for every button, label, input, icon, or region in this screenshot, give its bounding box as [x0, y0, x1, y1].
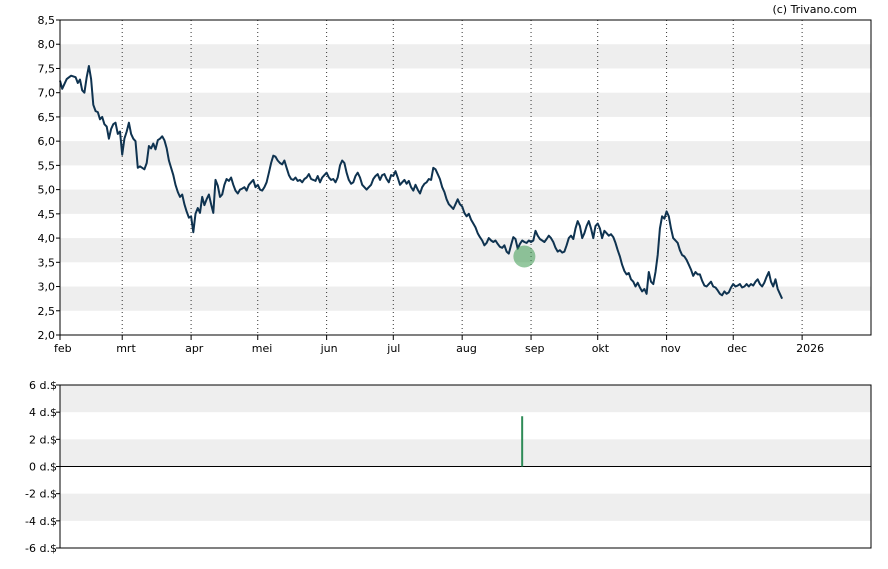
x-tick-label: jul [386, 342, 400, 355]
y-tick-label: -4 d.$ [25, 515, 57, 528]
y-tick-label: 2,0 [38, 329, 56, 342]
price-grid-band [60, 286, 871, 311]
y-tick-label: 6 d.$ [29, 379, 57, 392]
dividend-grid-band [60, 493, 871, 521]
price-frame [59, 19, 872, 336]
watermark: (c) Trivano.com [772, 3, 857, 16]
price-grid-band [60, 92, 871, 117]
y-tick-label: 5,0 [38, 184, 56, 197]
y-tick-label: 7,0 [38, 87, 56, 100]
x-tick-label: apr [185, 342, 204, 355]
y-tick-label: 4,0 [38, 232, 56, 245]
price-panel: feb mrt apr mei jun jul aug sep okt nov dec 2026 8,5… [38, 14, 872, 355]
x-tick-label: nov [661, 342, 682, 355]
y-tick-label: 2 d.$ [29, 433, 57, 446]
x-tick-label: sep [525, 342, 544, 355]
x-tick-label: feb [54, 342, 72, 355]
y-tick-label: -2 d.$ [25, 488, 57, 501]
price-grid-band [60, 189, 871, 214]
x-tick-label: okt [592, 342, 610, 355]
y-tick-label: 8,5 [38, 14, 56, 27]
y-tick-label: 4,5 [38, 208, 56, 221]
x-tick-label: mrt [116, 342, 136, 355]
dividend-panel: 6 d.$ 4 d.$ 2 d.$ 0 d.$ -2 d.$ -4 d.$ -6 d.$ [25, 379, 872, 555]
dividend-frame [59, 384, 872, 549]
y-tick-label: 7,5 [38, 62, 56, 75]
dividend-grid-band [60, 385, 871, 413]
y-tick-label: 8,0 [38, 38, 56, 51]
x-tick-label: 2026 [796, 342, 824, 355]
x-tick-label: dec [727, 342, 747, 355]
y-tick-label: -6 d.$ [25, 542, 57, 555]
y-tick-label: 4 d.$ [29, 406, 57, 419]
y-tick-label: 5,5 [38, 159, 56, 172]
y-tick-label: 6,5 [38, 111, 56, 124]
y-tick-label: 3,0 [38, 281, 56, 294]
y-tick-label: 6,0 [38, 135, 56, 148]
y-tick-label: 2,5 [38, 305, 56, 318]
x-tick-label: aug [456, 342, 477, 355]
price-grid-band [60, 238, 871, 263]
y-tick-label: 0 d.$ [29, 461, 57, 474]
x-tick-label: mei [252, 342, 273, 355]
price-grid-band [60, 44, 871, 69]
price-line [59, 65, 784, 300]
price-grid-band [60, 141, 871, 166]
dividend-grid-band [60, 439, 871, 467]
y-tick-label: 3,5 [38, 256, 56, 269]
x-tick-label: jun [320, 342, 338, 355]
dividend-marker [513, 245, 536, 268]
